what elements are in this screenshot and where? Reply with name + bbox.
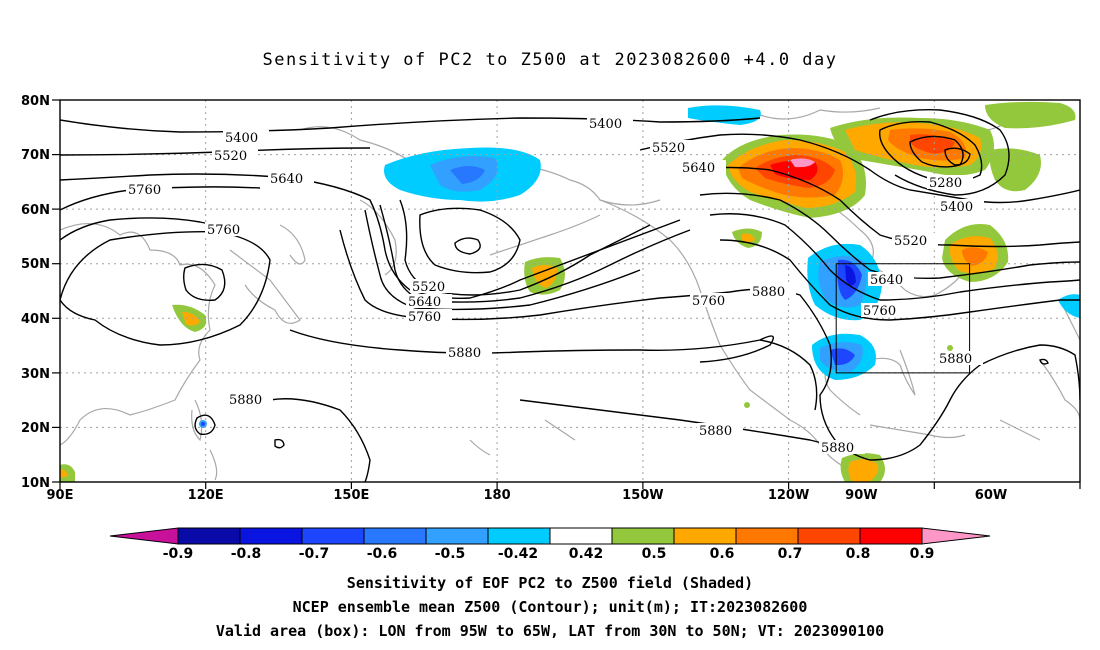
colorbar-swatch bbox=[611, 527, 675, 545]
map-frame bbox=[59, 99, 1081, 483]
colorbar-tick: 0.9 bbox=[910, 546, 935, 562]
sensitivity-shading bbox=[60, 101, 1080, 482]
contour-label: 5520 bbox=[412, 280, 445, 295]
contour-label: 5760 bbox=[863, 304, 896, 319]
colorbar-swatch bbox=[363, 527, 427, 545]
colorbar-tick: -0.5 bbox=[435, 546, 466, 562]
colorbar-tick: -0.9 bbox=[163, 546, 194, 562]
lon-label: 120E bbox=[188, 488, 224, 503]
contour-label: 5760 bbox=[692, 294, 725, 309]
lat-label: 70N bbox=[21, 148, 50, 163]
colorbar-tick: -0.6 bbox=[367, 546, 398, 562]
colorbar bbox=[109, 527, 991, 545]
lon-label: 60W bbox=[975, 488, 1007, 503]
lon-labels: 90E 120E 150E 180 150W 120W 90W 60W bbox=[47, 488, 1008, 503]
contour-label: 5880 bbox=[821, 441, 854, 456]
colorbar-swatch bbox=[549, 527, 613, 545]
map-title: Sensitivity of PC2 to Z500 at 2023082600… bbox=[262, 50, 838, 70]
colorbar-tick: -0.42 bbox=[498, 546, 538, 562]
lon-label: 120W bbox=[768, 488, 809, 503]
contour-label: 5760 bbox=[207, 223, 240, 238]
contour-label: 5640 bbox=[870, 273, 903, 288]
contour-label: 5520 bbox=[652, 141, 685, 156]
colorbar-swatch bbox=[859, 527, 923, 545]
colorbar-ticks: -0.9 -0.8 -0.7 -0.6 -0.5 -0.42 0.42 0.5 … bbox=[163, 546, 935, 562]
colorbar-tick: -0.7 bbox=[299, 546, 330, 562]
lon-label: 90E bbox=[47, 488, 74, 503]
contour-label: 5640 bbox=[408, 295, 441, 310]
lat-label: 10N bbox=[21, 476, 50, 491]
contour-label: 5400 bbox=[225, 131, 258, 146]
colorbar-swatch bbox=[921, 527, 991, 545]
lon-label: 180 bbox=[484, 488, 511, 503]
lon-label: 90W bbox=[845, 488, 877, 503]
colorbar-swatch bbox=[735, 527, 799, 545]
contour-label: 5880 bbox=[939, 352, 972, 367]
contour-label: 5640 bbox=[682, 161, 715, 176]
lat-label: 30N bbox=[21, 367, 50, 382]
contour-label: 5880 bbox=[229, 393, 262, 408]
lat-label: 60N bbox=[21, 203, 50, 218]
caption-line-1: Sensitivity of EOF PC2 to Z500 field (Sh… bbox=[346, 574, 754, 592]
lat-label: 80N bbox=[21, 94, 50, 109]
colorbar-swatch bbox=[797, 527, 861, 545]
contour-label: 5520 bbox=[214, 149, 247, 164]
colorbar-swatch bbox=[425, 527, 489, 545]
axis-ticks bbox=[52, 99, 1081, 489]
lat-label: 40N bbox=[21, 312, 50, 327]
contour-label: 5880 bbox=[699, 424, 732, 439]
colorbar-tick: 0.8 bbox=[846, 546, 871, 562]
colorbar-swatch bbox=[109, 527, 179, 545]
caption-line-3: Valid area (box): LON from 95W to 65W, L… bbox=[215, 622, 885, 640]
contour-label: 5520 bbox=[894, 234, 927, 249]
contour-label: 5640 bbox=[270, 172, 303, 187]
colorbar-swatch bbox=[487, 527, 551, 545]
lat-labels: 80N 70N 60N 50N 40N 30N 20N 10N bbox=[21, 94, 50, 491]
contour-label: 5760 bbox=[128, 183, 161, 198]
colorbar-tick: 0.7 bbox=[778, 546, 803, 562]
contour-label: 5280 bbox=[929, 176, 962, 191]
valid-area-box bbox=[835, 263, 971, 374]
lon-label: 150W bbox=[622, 488, 663, 503]
contour-label: 5400 bbox=[940, 200, 973, 215]
coastlines bbox=[60, 107, 1080, 481]
lat-label: 20N bbox=[21, 421, 50, 436]
colorbar-tick: -0.8 bbox=[231, 546, 262, 562]
colorbar-tick: 0.5 bbox=[642, 546, 667, 562]
lon-label: 150E bbox=[333, 488, 369, 503]
contour-label: 5760 bbox=[408, 310, 441, 325]
contour-labels: 5400 5520 5640 5760 5760 5400 5520 5640 … bbox=[126, 116, 984, 456]
colorbar-tick: 0.6 bbox=[710, 546, 735, 562]
lat-label: 50N bbox=[21, 257, 50, 272]
contour-label: 5400 bbox=[589, 117, 622, 132]
z500-contours bbox=[60, 109, 1080, 482]
colorbar-swatch bbox=[177, 527, 241, 545]
colorbar-tick: 0.42 bbox=[569, 546, 604, 562]
colorbar-swatch bbox=[239, 527, 303, 545]
caption-line-2: NCEP ensemble mean Z500 (Contour); unit(… bbox=[292, 598, 808, 616]
contour-label: 5880 bbox=[448, 346, 481, 361]
contour-label: 5880 bbox=[752, 285, 785, 300]
colorbar-swatch bbox=[301, 527, 365, 545]
colorbar-swatch bbox=[673, 527, 737, 545]
